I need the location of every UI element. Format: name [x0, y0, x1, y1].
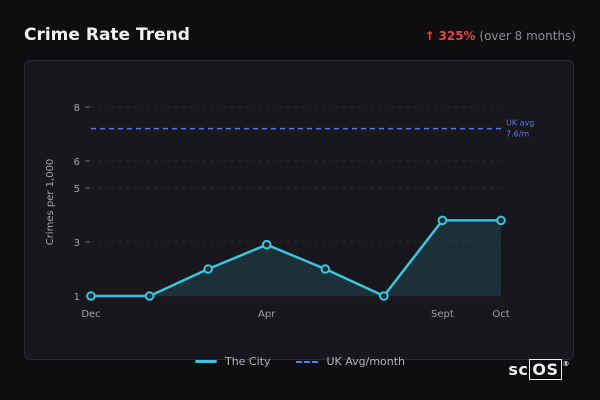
legend-item-city[interactable]: The City — [194, 355, 271, 368]
logo-text-plain: sc — [508, 360, 529, 379]
up-arrow-icon: ↑ — [424, 29, 435, 43]
reference-label-line1: UK avg — [506, 119, 534, 128]
chart-legend: The City UK Avg/month — [0, 355, 600, 368]
chart-title: Crime Rate Trend — [24, 25, 190, 45]
reference-label-line2: 7.6/m — [506, 130, 529, 139]
data-point — [261, 239, 272, 250]
change-value: 325% — [438, 29, 476, 43]
data-point — [437, 215, 448, 226]
y-axis-label: Crimes per 1,000 — [45, 159, 56, 246]
data-point — [86, 291, 96, 301]
y-tick-label: 6 — [74, 157, 80, 168]
series-line-city — [91, 219, 501, 298]
data-point — [203, 264, 213, 274]
y-tick-label: 1 — [74, 292, 80, 303]
logo-registered-mark: ® — [562, 360, 570, 368]
change-note: (over 8 months) — [479, 29, 576, 43]
data-point — [320, 264, 331, 274]
legend-item-uk-avg[interactable]: UK Avg/month — [296, 355, 405, 368]
x-tick-label: Dec — [81, 309, 100, 320]
legend-label-city: The City — [224, 355, 271, 368]
chart-panel — [24, 60, 574, 360]
change-indicator: ↑ 325% (over 8 months) — [425, 29, 576, 43]
data-point — [379, 291, 389, 301]
legend-swatch-uk-avg — [296, 360, 319, 363]
scos-logo: sc OS ® — [508, 359, 570, 380]
y-tick-label: 3 — [74, 238, 80, 249]
y-tick-label: 5 — [74, 184, 80, 195]
y-tick-label: 8 — [74, 103, 80, 114]
logo-text-boxed: OS — [529, 359, 562, 380]
x-tick-label: Sept — [431, 309, 454, 320]
data-point — [144, 291, 155, 301]
legend-swatch-city — [194, 360, 217, 363]
data-point — [496, 215, 506, 226]
x-tick-label: Apr — [258, 309, 276, 320]
x-tick-label: Oct — [492, 309, 509, 320]
legend-label-uk-avg: UK Avg/month — [326, 355, 406, 368]
